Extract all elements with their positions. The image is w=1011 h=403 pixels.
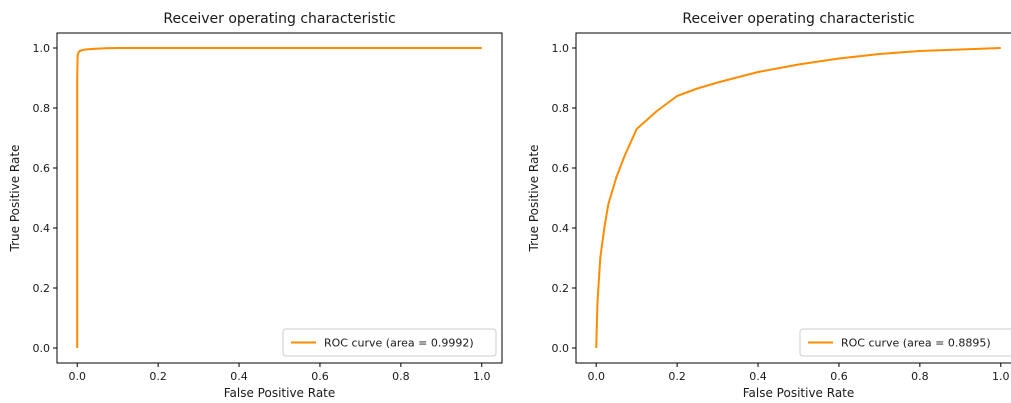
y-tick-label: 0.2 <box>552 282 570 295</box>
y-axis-label: True Positive Rate <box>8 145 22 253</box>
x-axis-ticks: 0.0 0.2 0.4 0.6 0.8 1.0 <box>68 363 491 383</box>
legend-box <box>282 328 497 357</box>
x-tick-label: 0.8 <box>911 370 929 383</box>
series-group <box>595 47 1001 349</box>
y-tick-label: 1.0 <box>552 42 570 55</box>
x-tick-label: 0.4 <box>230 370 248 383</box>
x-tick-label: 0.6 <box>830 370 848 383</box>
series-group <box>76 47 482 348</box>
chart-title: Receiver operating characteristic <box>682 11 914 27</box>
x-tick-label: 0.0 <box>68 370 86 383</box>
x-tick-label: 1.0 <box>473 370 491 383</box>
x-tick-label: 0.2 <box>668 370 686 383</box>
x-axis-label: False Positive Rate <box>224 386 336 400</box>
y-tick-label: 0.0 <box>33 342 51 355</box>
x-tick-label: 1.0 <box>992 370 1010 383</box>
y-axis-label: True Positive Rate <box>527 145 541 253</box>
x-tick-label: 0.0 <box>587 370 605 383</box>
legend-label: ROC curve (area = 0.8895) <box>841 337 991 350</box>
roc-curve-line <box>76 47 482 348</box>
roc-chart-left: Receiver operating characteristic False … <box>8 11 503 400</box>
y-axis-ticks: 0.0 0.2 0.4 0.6 0.8 1.0 <box>552 42 576 355</box>
y-tick-label: 0.0 <box>552 342 570 355</box>
y-tick-label: 0.8 <box>552 102 570 115</box>
chart-title: Receiver operating characteristic <box>163 11 395 27</box>
y-tick-label: 1.0 <box>33 42 51 55</box>
x-tick-label: 0.4 <box>749 370 767 383</box>
x-tick-label: 0.6 <box>311 370 329 383</box>
y-tick-label: 0.4 <box>33 222 51 235</box>
x-tick-label: 0.8 <box>392 370 410 383</box>
y-axis-ticks: 0.0 0.2 0.4 0.6 0.8 1.0 <box>33 42 57 355</box>
legend: ROC curve (area = 0.9992) <box>282 328 497 357</box>
x-axis-ticks: 0.0 0.2 0.4 0.6 0.8 1.0 <box>587 363 1010 383</box>
legend-label: ROC curve (area = 0.9992) <box>324 337 474 350</box>
y-tick-label: 0.2 <box>33 282 51 295</box>
plot-frame <box>56 32 503 364</box>
x-tick-label: 0.2 <box>149 370 167 383</box>
y-tick-label: 0.6 <box>552 162 570 175</box>
legend-box <box>799 328 1011 357</box>
plot-frame <box>575 32 1011 364</box>
y-tick-label: 0.6 <box>33 162 51 175</box>
y-tick-label: 0.4 <box>552 222 570 235</box>
y-tick-label: 0.8 <box>33 102 51 115</box>
x-axis-label: False Positive Rate <box>743 386 855 400</box>
roc-curve-line <box>595 47 1001 349</box>
roc-chart-right: Receiver operating characteristic False … <box>527 11 1011 400</box>
legend: ROC curve (area = 0.8895) <box>799 328 1011 357</box>
